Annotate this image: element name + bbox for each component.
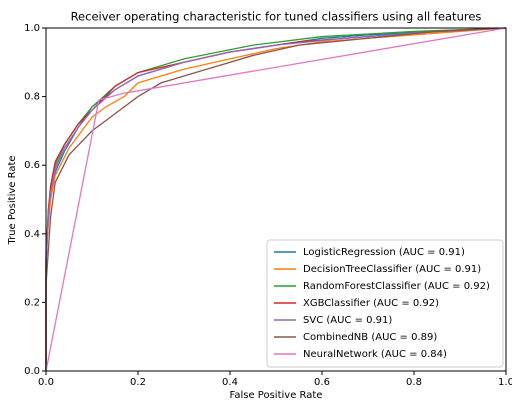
y-tick-label: 0.6 xyxy=(24,160,40,171)
legend-label: LogisticRegression (AUC = 0.91) xyxy=(303,247,465,258)
x-tick-label: 0.2 xyxy=(130,377,146,388)
legend-label: DecisionTreeClassifier (AUC = 0.91) xyxy=(303,264,481,275)
roc-line xyxy=(45,27,507,372)
legend-label: NeuralNetwork (AUC = 0.84) xyxy=(303,349,447,360)
x-tick-label: 0.6 xyxy=(314,377,330,388)
y-tick-label: 1.0 xyxy=(24,23,40,34)
x-tick-label: 0.0 xyxy=(38,377,54,388)
legend-label: RandomForestClassifier (AUC = 0.92) xyxy=(303,281,490,292)
y-axis-label: True Positive Rate xyxy=(7,155,18,245)
roc-line xyxy=(45,27,507,371)
x-tick-label: 0.4 xyxy=(222,377,238,388)
plot-frame xyxy=(45,27,507,372)
legend-label: CombinedNB (AUC = 0.89) xyxy=(303,332,437,343)
x-tick-label: 0.8 xyxy=(406,377,422,388)
y-tick-label: 0.2 xyxy=(24,297,40,308)
legend-label: SVC (AUC = 0.91) xyxy=(303,315,392,326)
legend-box xyxy=(266,239,504,368)
y-tick-label: 0.8 xyxy=(24,92,40,103)
chart-title: Receiver operating characteristic for tu… xyxy=(71,10,482,24)
legend-label: XGBClassifier (AUC = 0.92) xyxy=(303,298,439,309)
y-tick-label: 0.0 xyxy=(24,366,40,377)
x-axis-label: False Positive Rate xyxy=(230,390,323,400)
x-tick-label: 1.0 xyxy=(498,377,512,388)
roc-line xyxy=(45,27,507,371)
y-tick-label: 0.4 xyxy=(24,229,40,240)
